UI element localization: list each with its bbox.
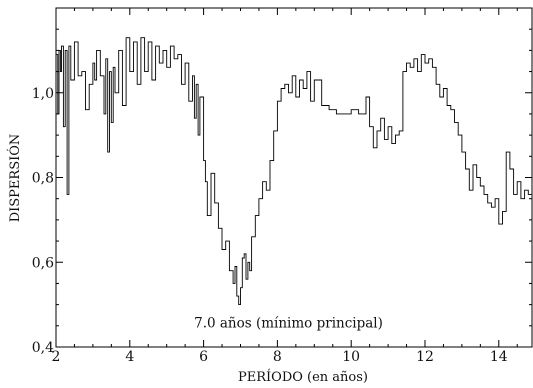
x-tick-label: 8	[273, 349, 282, 365]
y-tick-label: 0,4	[32, 340, 54, 356]
x-tick-label: 4	[125, 349, 134, 365]
series-line	[56, 37, 533, 306]
x-axis-label: PERÍODO (en años)	[238, 369, 368, 385]
x-tick-label: 14	[490, 349, 508, 365]
x-tick-label: 2	[52, 349, 61, 365]
plot-frame	[55, 7, 533, 348]
axis-ticks	[55, 8, 532, 348]
y-axis-label: DISPERSIÓN	[6, 134, 23, 223]
x-tick-label: 10	[342, 349, 360, 365]
x-tick-label: 6	[199, 349, 208, 365]
y-tick-label: 0,6	[32, 255, 54, 271]
axis-tick-labels: 2 4 6 8 10 12 14 0,4 0,6 0,8 1,0	[32, 86, 508, 365]
y-tick-label: 1,0	[32, 86, 54, 102]
x-tick-label: 12	[416, 349, 434, 365]
annotation-main-minimum: 7.0 años (mínimo principal)	[194, 316, 383, 332]
y-tick-label: 0,8	[32, 171, 54, 187]
